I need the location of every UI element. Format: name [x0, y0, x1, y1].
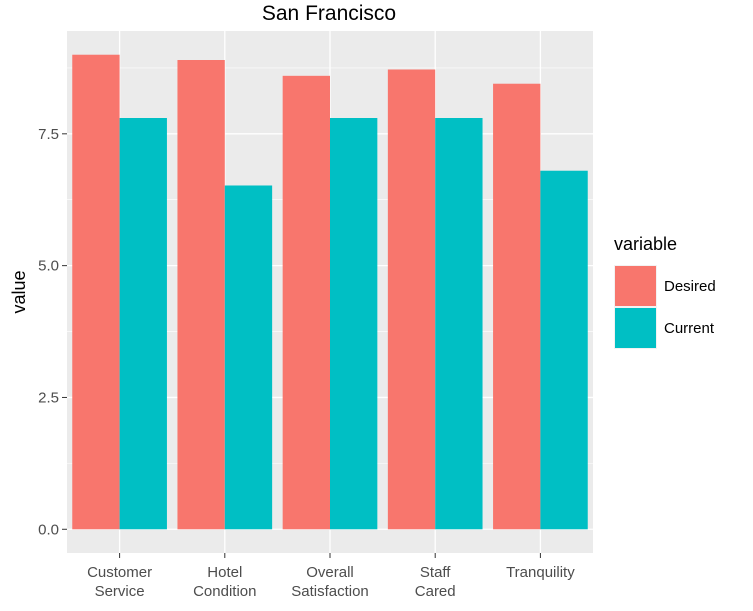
- bar-desired-1: [177, 60, 225, 530]
- bar-desired-4: [493, 83, 541, 530]
- x-axis: Customer Service Hotel Condition Overall Sati…: [87, 553, 575, 600]
- y-tick-label: 7.5: [38, 126, 59, 143]
- y-axis-title: value: [9, 270, 29, 313]
- x-tick-label-line: Tranquility: [506, 564, 575, 581]
- bars: [72, 54, 588, 530]
- legend-key-desired: [615, 266, 656, 306]
- x-tick-label: Hotel Condition: [193, 564, 256, 600]
- bar-current-1: [224, 185, 273, 530]
- y-tick-label: 5.0: [38, 258, 59, 275]
- bar-desired-0: [72, 54, 120, 530]
- legend-label-desired: Desired: [664, 278, 716, 295]
- bar-current-0: [119, 118, 167, 530]
- y-tick-label: 0.0: [38, 521, 59, 538]
- legend-label-current: Current: [664, 320, 715, 337]
- chart-title: San Francisco: [262, 2, 396, 25]
- bar-desired-3: [387, 69, 436, 530]
- bar-current-3: [435, 118, 483, 530]
- bar-desired-2: [282, 75, 330, 530]
- legend: variable Desired Current: [614, 234, 716, 349]
- x-tick-label: Customer Service: [87, 564, 152, 600]
- x-tick-label-line: Cared: [415, 583, 456, 600]
- legend-key-current: [615, 308, 656, 348]
- x-tick-label-line: Hotel: [207, 564, 242, 581]
- x-tick-label-line: Condition: [193, 583, 256, 600]
- bar-current-2: [330, 118, 378, 530]
- x-tick-label: Overall Satisfaction: [291, 564, 369, 600]
- y-tick-label: 2.5: [38, 389, 59, 406]
- x-tick-label-line: Customer: [87, 564, 152, 581]
- x-tick-label: Staff Cared: [415, 564, 456, 600]
- x-tick-label: Tranquility: [506, 564, 575, 581]
- x-tick-label-line: Staff: [420, 564, 451, 581]
- legend-title: variable: [614, 234, 677, 254]
- y-axis: 0.0 2.5 5.0 7.5: [38, 126, 67, 538]
- bar-current-4: [540, 170, 588, 530]
- x-tick-label-line: Satisfaction: [291, 583, 369, 600]
- x-tick-label-line: Service: [95, 583, 145, 600]
- x-tick-label-line: Overall: [306, 564, 354, 581]
